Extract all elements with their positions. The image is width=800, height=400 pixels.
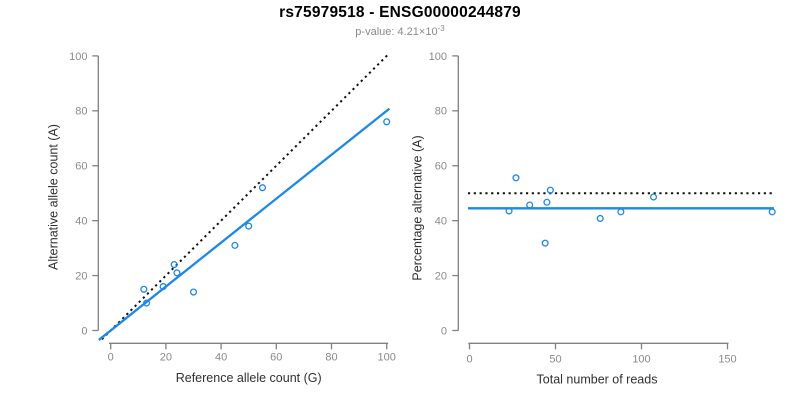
percentage-reads-data-point-marker bbox=[505, 207, 513, 215]
allele-counts-identity-line bbox=[101, 53, 390, 340]
allele-counts-data-point-marker bbox=[245, 222, 253, 230]
allele-counts-y-tick-label: 20 bbox=[75, 270, 87, 282]
percentage-reads-y-tick-label: 100 bbox=[429, 51, 447, 63]
allele-counts-y-tick-label: 100 bbox=[69, 51, 87, 63]
percentage-reads-data-point-marker bbox=[649, 193, 658, 201]
allele-counts-data-point-marker bbox=[143, 299, 151, 307]
percentage-reads-y-tick-label: 40 bbox=[435, 216, 447, 228]
percentage-reads-y-axis-title: Percentage alternative (A) bbox=[410, 135, 424, 280]
allele-counts-fit-line bbox=[98, 107, 391, 341]
pvalue-exponent: -3 bbox=[437, 24, 445, 33]
percentage-reads-x-axis-title: Total number of reads bbox=[537, 372, 658, 386]
percentage-reads-data-point-marker bbox=[541, 239, 549, 247]
allele-counts-x-tick-label: 80 bbox=[325, 351, 337, 363]
pvalue-prefix: p-value: bbox=[355, 26, 398, 38]
allele-counts-x-tick-label: 100 bbox=[378, 351, 396, 363]
percentage-reads-y-tick-label: 60 bbox=[435, 161, 447, 173]
figure-title: rs75979518 - ENSG00000244879 bbox=[279, 4, 521, 21]
allele-counts-data-point-marker bbox=[140, 285, 148, 293]
percentage-reads-data-point-marker bbox=[596, 214, 604, 223]
allele-counts-y-tick-label: 60 bbox=[75, 161, 87, 173]
allele-counts-x-tick-label: 20 bbox=[160, 351, 172, 363]
percentage-reads-data-point-marker bbox=[546, 186, 554, 194]
pvalue-subtitle: p-value: 4.21×10-3 bbox=[0, 24, 800, 38]
percentage-reads-data-point-marker bbox=[768, 208, 776, 216]
allele-counts-data-point-marker bbox=[189, 288, 198, 296]
percentage-reads-x-tick-label: 100 bbox=[632, 353, 650, 365]
percentage-reads-data-point-marker bbox=[543, 198, 551, 206]
allele-counts-y-tick-label: 80 bbox=[75, 106, 87, 118]
allele-counts-x-tick-label: 0 bbox=[108, 351, 114, 363]
percentage-reads-x-tick-label: 0 bbox=[466, 353, 472, 365]
percentage-reads-data-point-marker bbox=[617, 208, 625, 216]
percentage-reads-y-tick-label: 20 bbox=[435, 270, 447, 282]
pvalue-mantissa: 4.21×10 bbox=[397, 26, 438, 38]
allele-counts-data-point-marker bbox=[231, 241, 239, 249]
allele-counts-data-point-marker bbox=[173, 269, 181, 277]
percentage-reads-x-tick-label: 150 bbox=[718, 353, 736, 365]
percentage-reads-y-tick-label: 80 bbox=[435, 106, 447, 118]
allele-counts-data-point-marker bbox=[159, 283, 167, 291]
allele-counts-y-tick-label: 40 bbox=[75, 216, 87, 228]
allele-counts-x-tick-label: 40 bbox=[215, 351, 227, 363]
percentage-reads-data-point-marker bbox=[512, 174, 520, 182]
allele-counts-x-axis-title: Reference allele count (G) bbox=[176, 371, 322, 385]
allele-counts-data-point-marker bbox=[170, 261, 178, 269]
percentage-reads-x-tick-label: 50 bbox=[549, 353, 561, 365]
percentage-reads-y-tick-label: 0 bbox=[441, 325, 447, 337]
allele-counts-y-axis-title: Alternative allele count (A) bbox=[46, 124, 60, 270]
allele-counts-data-point-marker bbox=[258, 184, 267, 192]
allele-counts-x-tick-label: 60 bbox=[270, 351, 282, 363]
percentage-reads-data-point-marker bbox=[526, 201, 534, 209]
allele-counts-data-point-marker bbox=[383, 118, 391, 126]
allele-counts-y-tick-label: 0 bbox=[81, 325, 87, 337]
